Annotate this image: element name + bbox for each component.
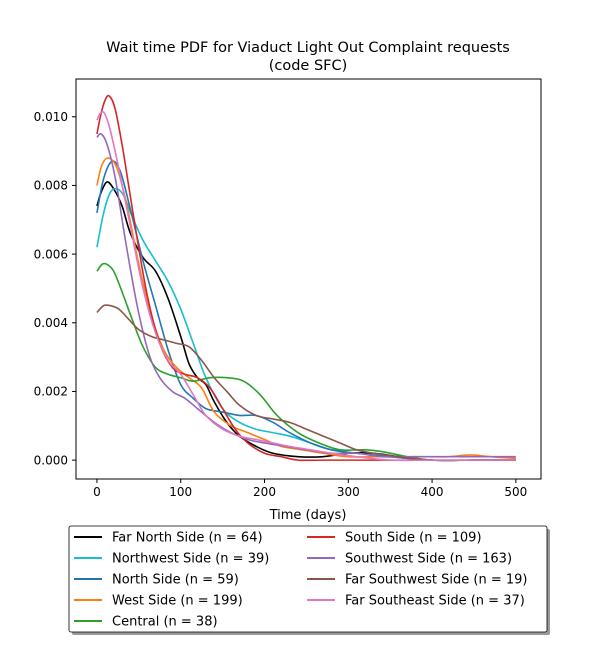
series-line-northwest-side — [96, 187, 516, 462]
legend-label: West Side (n = 199) — [112, 594, 243, 609]
series-line-far-southeast-side — [96, 110, 516, 462]
y-tick-label: 0.006 — [34, 247, 68, 261]
legend-label: Northwest Side (n = 39) — [112, 552, 269, 567]
series-line-southwest-side — [96, 132, 516, 458]
y-tick-label: 0.000 — [34, 453, 68, 467]
series-line-central — [96, 262, 516, 462]
x-tick-label: 500 — [504, 485, 527, 499]
legend-label: Far North Side (n = 64) — [112, 531, 263, 546]
x-tick-label: 100 — [169, 485, 192, 499]
legend-label: Southwest Side (n = 163) — [345, 552, 512, 567]
legend-label: Far Southeast Side (n = 37) — [345, 594, 525, 609]
x-tick-label: 300 — [337, 485, 360, 499]
legend-label: Far Southwest Side (n = 19) — [345, 573, 527, 588]
y-tick-label: 0.010 — [34, 110, 68, 124]
legend-label: North Side (n = 59) — [112, 573, 239, 588]
chart-title: Wait time PDF for Viaduct Light Out Comp… — [106, 40, 510, 56]
series-line-south-side — [96, 94, 516, 462]
plot-area: 0 100 200 300 400 500 0.000 0.002 0.004 0.006 0.00… — [34, 78, 542, 499]
series-line-west-side — [96, 157, 516, 460]
x-tick-label: 0 — [93, 485, 101, 499]
y-tick-label: 0.002 — [34, 385, 68, 399]
y-tick-label: 0.004 — [34, 316, 68, 330]
x-tick-label: 400 — [421, 485, 444, 499]
series-group — [96, 94, 516, 462]
series-line-north-side — [96, 160, 516, 462]
chart-subtitle: (code SFC) — [269, 58, 348, 74]
axes-frame — [75, 78, 542, 480]
y-tick-label: 0.008 — [34, 179, 68, 193]
legend: Far North Side (n = 64) Northwest Side (n… — [68, 525, 550, 635]
legend-label: Central (n = 38) — [112, 615, 218, 630]
x-tick-label: 200 — [253, 485, 276, 499]
x-axis-label: Time (days) — [269, 508, 347, 523]
series-line-far-southwest-side — [96, 304, 516, 462]
legend-label: South Side (n = 109) — [345, 531, 482, 546]
